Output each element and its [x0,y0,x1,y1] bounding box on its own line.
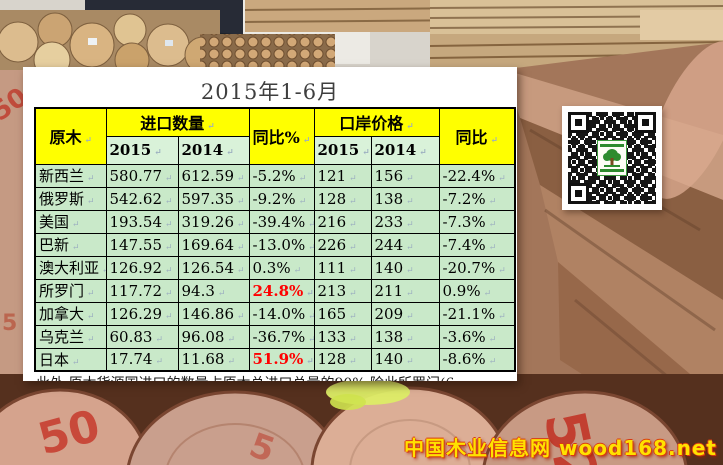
wechat-qr-code [562,106,662,210]
info-panel: 2015年1-6月 原木 进口数量 同比% 口岸价格 同比 2015 2014 [23,67,517,381]
qr-finder-icon [635,112,656,133]
qty-2015-cell: 193.54 [105,209,179,234]
header-row-1: 原木 进口数量 同比% 口岸价格 同比 [34,107,516,165]
green-tree-icon [603,149,621,167]
qty-2014-cell: 597.35 [177,186,250,211]
price-yoy-cell: 0.9% [438,278,516,303]
price-yoy-cell: -22.4% [438,163,516,188]
table-row-russia: 俄罗斯 542.62 597.35 -9.2% 128 138 -7.2% [34,186,516,211]
qty-2014-cell: 126.54 [177,255,250,280]
qr-center-logo [597,140,627,176]
subheader-price-2015: 2015 [313,135,372,165]
table-row-japan: 日本 17.74 11.68 51.9% 128 140 -8.6% [34,347,516,372]
table-row-ukraine: 乌克兰 60.83 96.08 -36.7% 133 138 -3.6% [34,324,516,349]
qty-yoy-cell: 0.3% [248,255,315,280]
country-cell: 日本 [34,347,107,372]
price-2015-cell: 165 [313,301,372,326]
qty-2014-cell: 96.08 [177,324,250,349]
qty-2014-cell: 94.3 [177,278,250,303]
qty-2015-cell: 126.92 [105,255,179,280]
table-row-solomon: 所罗门 117.72 94.3 24.8% 213 211 0.9% [34,278,516,303]
qty-2015-cell: 126.29 [105,301,179,326]
country-cell: 巴新 [34,232,107,257]
country-cell: 所罗门 [34,278,107,303]
price-2014-cell: 140 [370,255,440,280]
caption-text-clipped: 此外,原木货源国进口的数量占原木总进口总量的90%,除此所罗门(6 [36,373,510,381]
price-2015-cell: 128 [313,347,372,372]
table-row-canada: 加拿大 126.29 146.86 -14.0% 165 209 -21.1% [34,301,516,326]
price-2015-cell: 226 [313,232,372,257]
site-watermark: 中国木业信息网 wood168.net [404,436,717,460]
price-yoy-cell: -21.1% [438,301,516,326]
price-2014-cell: 211 [370,278,440,303]
qty-2014-cell: 146.86 [177,301,250,326]
qty-2015-cell: 17.74 [105,347,179,372]
qr-finder-icon [568,183,589,204]
svg-text:52: 52 [531,405,611,465]
price-yoy-cell: -7.2% [438,186,516,211]
subheader-price-2014: 2014 [370,135,440,165]
qty-yoy-cell: -13.0% [248,232,315,257]
table-row-png: 巴新 147.55 169.64 -13.0% 226 244 -7.4% [34,232,516,257]
country-cell: 俄罗斯 [34,186,107,211]
price-2014-cell: 244 [370,232,440,257]
qty-2015-cell: 147.55 [105,232,179,257]
price-2015-cell: 213 [313,278,372,303]
price-yoy-cell: -3.6% [438,324,516,349]
price-2015-cell: 216 [313,209,372,234]
price-2015-cell: 121 [313,163,372,188]
price-2014-cell: 233 [370,209,440,234]
header-wood: 原木 [34,107,107,165]
table-row-australia: 澳大利亚 126.92 126.54 0.3% 111 140 -20.7% [34,255,516,280]
country-cell: 乌克兰 [34,324,107,349]
country-cell: 美国 [34,209,107,234]
price-2014-cell: 209 [370,301,440,326]
country-cell: 澳大利亚 [34,255,107,280]
qty-2015-cell: 60.83 [105,324,179,349]
qty-2014-cell: 612.59 [177,163,250,188]
table-row-usa: 美国 193.54 319.26 -39.4% 216 233 -7.3% [34,209,516,234]
price-2014-cell: 138 [370,186,440,211]
qty-yoy-cell: -9.2% [248,186,315,211]
qty-yoy-cell: -39.4% [248,209,315,234]
qty-2014-cell: 319.26 [177,209,250,234]
price-yoy-cell: -7.4% [438,232,516,257]
qty-2014-cell: 169.64 [177,232,250,257]
price-2015-cell: 128 [313,186,372,211]
price-yoy-cell: -8.6% [438,347,516,372]
price-2014-cell: 138 [370,324,440,349]
qty-yoy-cell-highlighted: 51.9% [248,347,315,372]
qty-yoy-cell: -5.2% [248,163,315,188]
price-2014-cell: 140 [370,347,440,372]
svg-text:5: 5 [2,311,17,336]
qty-2014-cell: 11.68 [177,347,250,372]
import-data-table: 原木 进口数量 同比% 口岸价格 同比 2015 2014 2015 2014 … [34,107,516,372]
header-import-qty: 进口数量 [105,107,250,137]
qty-2015-cell: 542.62 [105,186,179,211]
logo-text-bar [600,169,624,172]
subheader-qty-2014: 2014 [177,135,250,165]
qty-2015-cell: 580.77 [105,163,179,188]
qty-2015-cell: 117.72 [105,278,179,303]
table-row-new-zealand: 新西兰 580.77 612.59 -5.2% 121 156 -22.4% [34,163,516,188]
header-row-2: 2015 2014 2015 2014 [35,135,515,165]
header-qty-yoy: 同比% [248,107,315,165]
subheader-qty-2015: 2015 [105,135,179,165]
qty-yoy-cell: -14.0% [248,301,315,326]
qty-yoy-cell: -36.7% [248,324,315,349]
country-cell: 新西兰 [34,163,107,188]
price-yoy-cell: -7.3% [438,209,516,234]
price-2015-cell: 111 [313,255,372,280]
price-2014-cell: 156 [370,163,440,188]
header-port-price: 口岸价格 [313,107,440,137]
qr-finder-icon [568,112,589,133]
price-yoy-cell: -20.7% [438,255,516,280]
qty-yoy-cell-highlighted: 24.8% [248,278,315,303]
price-2015-cell: 133 [313,324,372,349]
logo-text-bar [600,144,624,147]
country-cell: 加拿大 [34,301,107,326]
panel-title: 2015年1-6月 [200,80,340,104]
header-price-yoy: 同比 [438,107,516,165]
